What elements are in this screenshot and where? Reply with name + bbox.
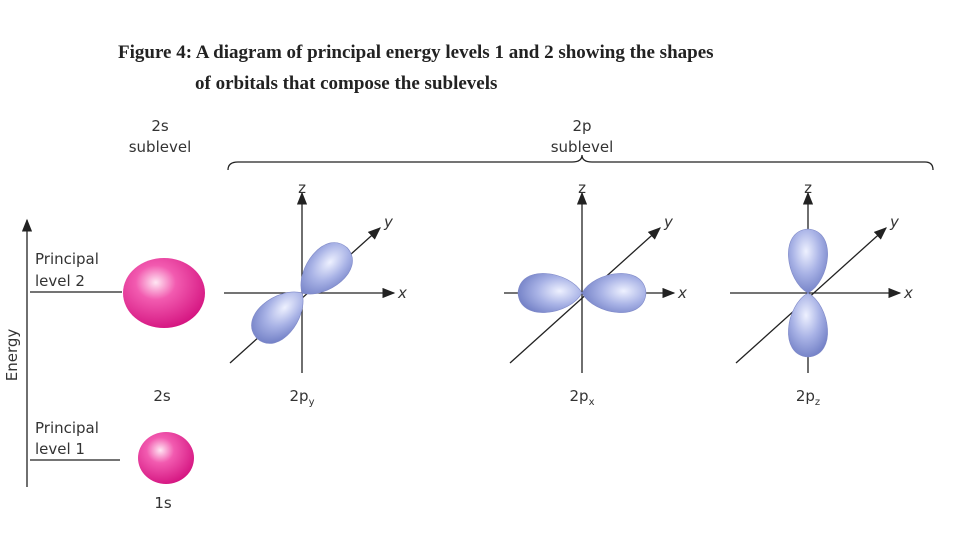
orbital-base: 2p: [290, 387, 309, 405]
orbital-label: 1s: [154, 494, 172, 512]
level-label: Principal: [35, 250, 99, 268]
sublevel-word: sublevel: [129, 138, 192, 156]
lobe: [517, 273, 583, 313]
lobe: [300, 242, 353, 295]
axis-letter: z: [298, 179, 306, 197]
sublevel-name: 2p: [572, 117, 591, 135]
orbital-sub: x: [589, 397, 595, 408]
sublevel-name: 2s: [151, 117, 169, 135]
axis-letter: z: [804, 179, 812, 197]
axis-line: [229, 227, 381, 364]
orbital-label: 2py: [290, 387, 315, 408]
level-label: Principal: [35, 419, 99, 437]
axis-letter: y: [889, 213, 900, 231]
level-label: level 1: [35, 440, 85, 458]
lobe: [788, 228, 828, 294]
energy-label: Energy: [3, 329, 21, 382]
lobe: [581, 273, 647, 313]
brace: [227, 154, 934, 171]
axis-letter: z: [578, 179, 586, 197]
orbital-base: 2p: [796, 387, 815, 405]
axis-letter: x: [677, 284, 687, 302]
orbital-sub: y: [309, 397, 315, 408]
axis-letter: y: [383, 213, 394, 231]
orbital-label: 2s: [153, 387, 171, 405]
p-orbital: [788, 228, 828, 358]
lobe: [788, 292, 828, 358]
axis-letter: x: [903, 284, 913, 302]
caption: of orbitals that compose the sublevels: [195, 73, 497, 94]
lobe: [251, 291, 304, 344]
axis-letter: x: [397, 284, 407, 302]
orbital-sub: z: [815, 397, 820, 408]
p-orbital: [517, 273, 647, 313]
orbital-base: 2p: [570, 387, 589, 405]
sublevel-word: sublevel: [551, 138, 614, 156]
orbital-label: 2pz: [796, 387, 820, 408]
p-orbital: [251, 242, 353, 344]
s-orbital: [123, 258, 205, 328]
s-orbital: [138, 432, 194, 484]
orbital-label: 2px: [570, 387, 595, 408]
axis-letter: y: [663, 213, 674, 231]
caption: Figure 4: A diagram of principal energy …: [118, 42, 714, 63]
level-label: level 2: [35, 272, 85, 290]
